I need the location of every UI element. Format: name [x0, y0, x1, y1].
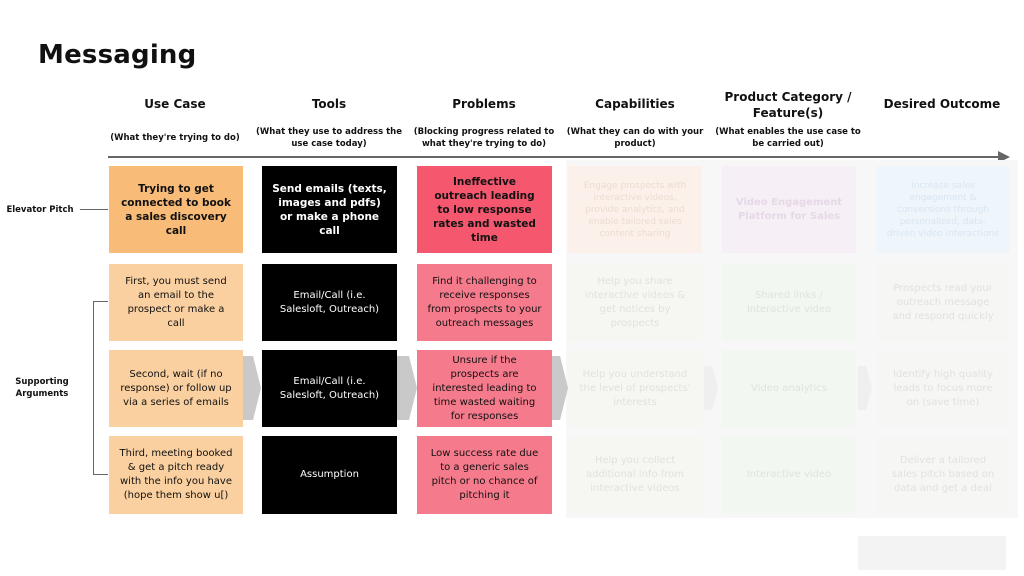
capabilities-second: Help you understand the level of prospec…: [568, 350, 702, 427]
corner-placeholder: [858, 536, 1006, 570]
chevron-arrow-icon: [243, 356, 261, 420]
outcome-second: Identify high quality leads to focus mor…: [876, 350, 1010, 427]
column-header-desired-outcome: Desired Outcome: [883, 97, 1001, 111]
use-case-second: Second, wait (if no response) or follow …: [109, 350, 243, 427]
use-case-third: Third, meeting booked & get a pitch read…: [109, 436, 243, 514]
column-header-use-case: Use Case: [144, 97, 206, 111]
category-third: Interactive video: [722, 436, 856, 514]
category-second: Video analytics: [722, 350, 856, 427]
row-label-supporting-arguments: Supporting Arguments: [15, 377, 69, 399]
chevron-arrow-faded-icon: [704, 366, 718, 410]
chevron-arrow-icon: [397, 356, 417, 420]
column-sub-product-category: (What enables the use case to be carried…: [715, 127, 861, 149]
tools-first: Email/Call (i.e. Salesloft, Outreach): [262, 264, 397, 341]
use-case-elevator: Trying to get connected to book a sales …: [109, 166, 243, 253]
tools-elevator: Send emails (texts, images and pdfs) or …: [262, 166, 397, 253]
supporting-bracket-top: [93, 301, 108, 302]
category-elevator: Video Engagement Platform for Sales: [722, 166, 856, 253]
supporting-bracket-vertical: [93, 301, 94, 474]
elevator-connector: [80, 209, 108, 210]
column-header-product-category: Product Category / Feature(s): [724, 90, 852, 120]
column-header-problems: Problems: [452, 97, 516, 111]
row-label-elevator-pitch: Elevator Pitch: [6, 205, 74, 215]
problems-elevator: Ineffective outreach leading to low resp…: [417, 166, 552, 253]
capabilities-first: Help you share interactive videos & get …: [568, 264, 702, 341]
outcome-third: Deliver a tailored sales pitch based on …: [876, 436, 1010, 514]
problems-third: Low success rate due to a generic sales …: [417, 436, 552, 514]
outcome-elevator: Increase sales engagement & conversions …: [876, 166, 1010, 253]
column-header-tools: Tools: [311, 97, 347, 111]
chevron-arrow-icon: [552, 356, 568, 420]
problems-second: Unsure if the prospects are interested l…: [417, 350, 552, 427]
tools-second: Email/Call (i.e. Salesloft, Outreach): [262, 350, 397, 427]
capabilities-third: Help you collect additional info from in…: [568, 436, 702, 514]
capabilities-elevator: Engage prospects with interactive videos…: [568, 166, 702, 253]
outcome-first: Prospects read your outreach message and…: [876, 264, 1010, 341]
column-sub-tools: (What they use to address the use case t…: [256, 127, 402, 149]
tools-third: Assumption: [262, 436, 397, 514]
use-case-first: First, you must send an email to the pro…: [109, 264, 243, 341]
column-header-capabilities: Capabilities: [595, 97, 675, 111]
problems-first: Find it challenging to receive responses…: [417, 264, 552, 341]
supporting-bracket-bottom: [93, 474, 108, 475]
column-sub-problems: (Blocking progress related to what they'…: [413, 127, 555, 149]
timeline-arrow-line: [108, 156, 1004, 158]
page-title: Messaging: [38, 40, 197, 70]
column-sub-use-case: (What they're trying to do): [110, 133, 240, 143]
category-first: Shared links / Interactive video: [722, 264, 856, 341]
column-sub-capabilities: (What they can do with your product): [566, 127, 704, 149]
chevron-arrow-faded-icon: [858, 366, 872, 410]
